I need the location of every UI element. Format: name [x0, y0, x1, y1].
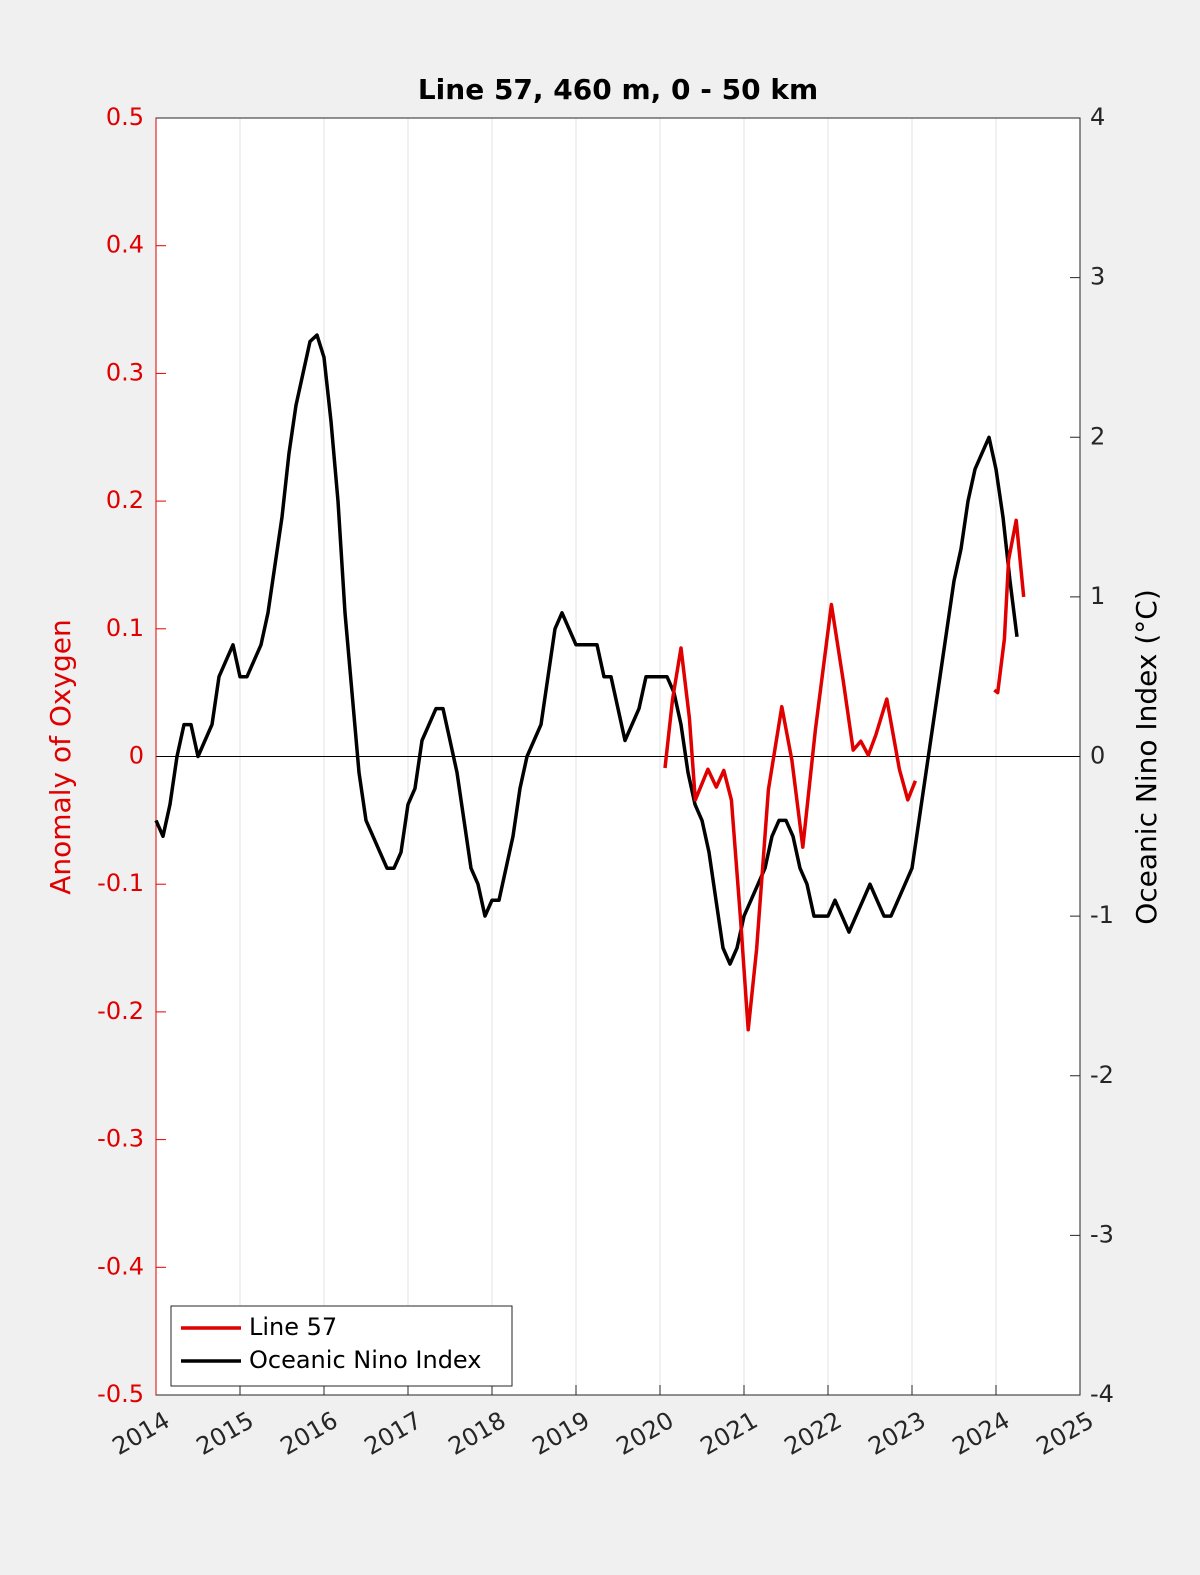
x-tick-label: 2021 — [696, 1406, 763, 1461]
y2-tick-label: -1 — [1090, 901, 1114, 929]
y-tick-label: 0.4 — [106, 231, 144, 259]
y2-tick-label: 3 — [1090, 263, 1105, 291]
x-tick-label: 2018 — [444, 1406, 511, 1461]
x-tick-label: 2014 — [108, 1406, 175, 1461]
y-tick-label: 0.3 — [106, 358, 144, 386]
y2-tick-label: -2 — [1090, 1061, 1114, 1089]
legend-label: Line 57 — [249, 1313, 337, 1341]
y-axis-label: Anomaly of Oxygen — [44, 619, 77, 895]
y-tick-label: 0.2 — [106, 486, 144, 514]
legend-box — [170, 1305, 513, 1387]
x-tick-label: 2024 — [948, 1406, 1015, 1461]
y2-tick-label: -4 — [1090, 1380, 1114, 1408]
y2-tick-label: 2 — [1090, 422, 1105, 450]
x-tick-label: 2016 — [276, 1406, 343, 1461]
x-tick-label: 2015 — [192, 1406, 259, 1461]
y2-tick-label: -3 — [1090, 1220, 1114, 1248]
y-tick-label: 0 — [129, 742, 144, 770]
x-tick-label: 2025 — [1032, 1406, 1099, 1461]
y2-tick-label: 1 — [1090, 582, 1105, 610]
x-tick-label: 2022 — [780, 1406, 847, 1461]
x-tick-label: 2020 — [612, 1406, 679, 1461]
y-tick-label: -0.5 — [97, 1380, 144, 1408]
x-tick-label: 2023 — [864, 1406, 931, 1461]
y2-tick-label: 4 — [1090, 103, 1105, 131]
legend: Line 57 Oceanic Nino Index — [170, 1305, 513, 1387]
x-tick-label: 2019 — [528, 1406, 595, 1461]
y-tick-label: 0.1 — [106, 614, 144, 642]
y2-tick-label: 0 — [1090, 742, 1105, 770]
y2-axis-label: Oceanic Nino Index (°C) — [1130, 589, 1163, 925]
x-tick-label: 2017 — [360, 1406, 427, 1461]
y-tick-label: -0.2 — [97, 997, 144, 1025]
legend-label: Oceanic Nino Index — [249, 1346, 481, 1374]
chart-title: Line 57, 460 m, 0 - 50 km — [418, 73, 818, 106]
y-tick-label: -0.1 — [97, 869, 144, 897]
y-tick-label: -0.4 — [97, 1252, 144, 1280]
y-tick-label: 0.5 — [106, 103, 144, 131]
y-tick-label: -0.3 — [97, 1125, 144, 1153]
series-line — [154, 333, 1019, 966]
series-line — [663, 518, 1026, 1032]
